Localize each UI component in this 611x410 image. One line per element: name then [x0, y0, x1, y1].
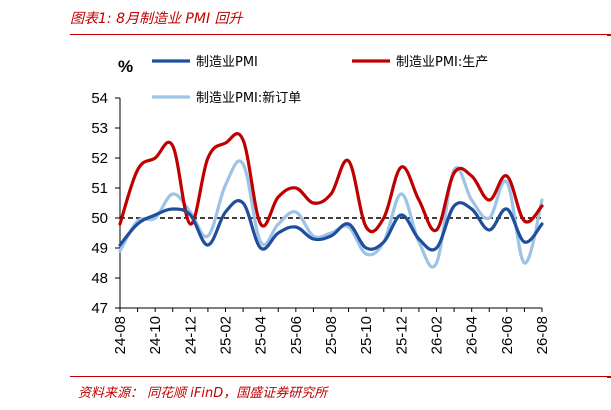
legend-label: 制造业PMI [196, 55, 258, 70]
x-tick-label: 25-10 [358, 316, 375, 354]
figure-title: 图表1: 8月制造业 PMI 回升 [70, 11, 243, 27]
series-lines [118, 132, 544, 269]
unit-label: % [118, 57, 133, 76]
y-tick-label: 47 [91, 300, 108, 317]
y-tick-label: 53 [91, 120, 108, 137]
x-tick-label: 26-08 [534, 316, 551, 354]
x-tick-label: 24-08 [112, 316, 129, 354]
legend-item-new-orders: 制造业PMI:新订单 [152, 90, 301, 106]
x-axis: 24-08 24-10 24-12 25-02 25-04 25-06 25-08 25-10… [112, 307, 551, 354]
y-tick-label: 49 [91, 240, 108, 257]
legend-label: 制造业PMI:生产 [396, 55, 488, 70]
legend-item-pmi: 制造业PMI [152, 55, 258, 70]
y-tick-label: 48 [91, 270, 108, 287]
x-tick-label: 25-12 [393, 316, 410, 354]
y-axis: 47 48 49 50 51 52 53 54 [91, 90, 121, 317]
x-tick-label: 25-08 [323, 316, 340, 354]
x-tick-label: 26-06 [499, 316, 516, 354]
footer-rule [70, 376, 611, 377]
source-note: 资料来源： 同花顺 iFinD，国盛证券研究所 [78, 386, 328, 401]
x-tick-label: 26-02 [429, 316, 446, 354]
y-tick-label: 50 [91, 210, 108, 227]
bottom-right-mark [607, 376, 611, 378]
x-tick-label: 26-04 [464, 316, 481, 354]
y-tick-label: 52 [91, 150, 108, 167]
x-tick-label: 25-06 [288, 316, 305, 354]
series-line-pmi [118, 199, 544, 252]
x-tick-label: 25-04 [253, 316, 270, 354]
top-right-mark [607, 34, 611, 36]
x-tick-label: 24-12 [182, 316, 199, 354]
series-line-production [118, 132, 544, 234]
x-tick-label: 25-02 [218, 316, 235, 354]
legend-item-production: 制造业PMI:生产 [352, 55, 488, 70]
series-line-new-orders [118, 159, 544, 269]
y-tick-label: 54 [91, 90, 108, 107]
x-tick-label: 24-10 [147, 316, 164, 354]
y-tick-label: 51 [91, 180, 108, 197]
legend-label: 制造业PMI:新订单 [196, 90, 301, 106]
header-rule [70, 34, 611, 35]
